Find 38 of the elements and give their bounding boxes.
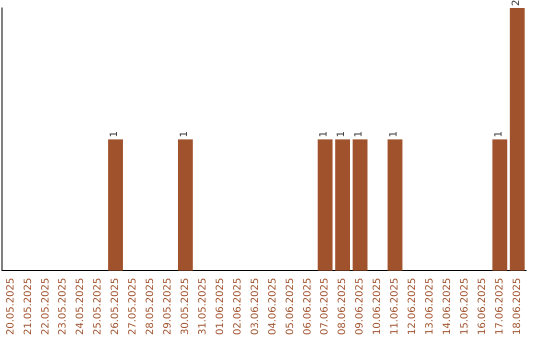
- x-tick-label: 28.05.2025: [145, 278, 156, 336]
- x-tick-label: 08.06.2025: [337, 278, 348, 336]
- x-tick-label: 13.06.2025: [424, 278, 436, 336]
- x-tick-label: 03.06.2025: [250, 278, 261, 336]
- x-tick-label: 09.06.2025: [354, 278, 366, 336]
- x-tick-label: 10.06.2025: [372, 278, 384, 336]
- data-label: 1: [336, 130, 348, 138]
- data-label: 2: [510, 0, 522, 6]
- x-tick-label: 21.05.2025: [22, 278, 34, 336]
- x-tick-label: 22.05.2025: [40, 278, 52, 336]
- x-tick-label: 15.06.2025: [459, 278, 470, 336]
- x-tick-label: 01.06.2025: [214, 278, 226, 336]
- data-label: 1: [354, 130, 365, 138]
- x-tick-label: 05.06.2025: [284, 278, 296, 336]
- data-label: 1: [493, 130, 504, 138]
- x-tick-label: 23.05.2025: [58, 278, 69, 336]
- x-tick-label: 12.06.2025: [407, 278, 418, 336]
- x-tick-label: 02.06.2025: [232, 278, 244, 336]
- data-label: 1: [388, 130, 400, 138]
- x-tick-label: 27.05.2025: [128, 278, 139, 336]
- x-tick-label: 31.05.2025: [197, 278, 208, 336]
- data-label: 1: [318, 130, 330, 138]
- x-tick-label: 26.05.2025: [110, 278, 122, 336]
- x-tick-label: 18.06.2025: [512, 278, 523, 336]
- data-label: 1: [178, 130, 190, 138]
- x-tick-label: 11.06.2025: [390, 278, 401, 336]
- x-tick-label: 04.06.2025: [267, 278, 278, 336]
- x-tick-label: 30.05.2025: [180, 278, 191, 336]
- x-tick-label: 17.06.2025: [494, 278, 506, 336]
- x-tick-label: 07.06.2025: [320, 278, 331, 336]
- x-tick-label: 29.05.2025: [162, 278, 174, 336]
- data-label: 1: [109, 130, 120, 138]
- x-tick-label: 16.06.2025: [476, 278, 488, 336]
- x-tick-label: 24.05.2025: [75, 278, 86, 336]
- x-tick-label: 14.06.2025: [442, 278, 453, 336]
- x-tick-label: 06.06.2025: [302, 278, 314, 336]
- x-tick-label: 25.05.2025: [92, 278, 104, 336]
- x-tick-label: 20.05.2025: [5, 278, 16, 336]
